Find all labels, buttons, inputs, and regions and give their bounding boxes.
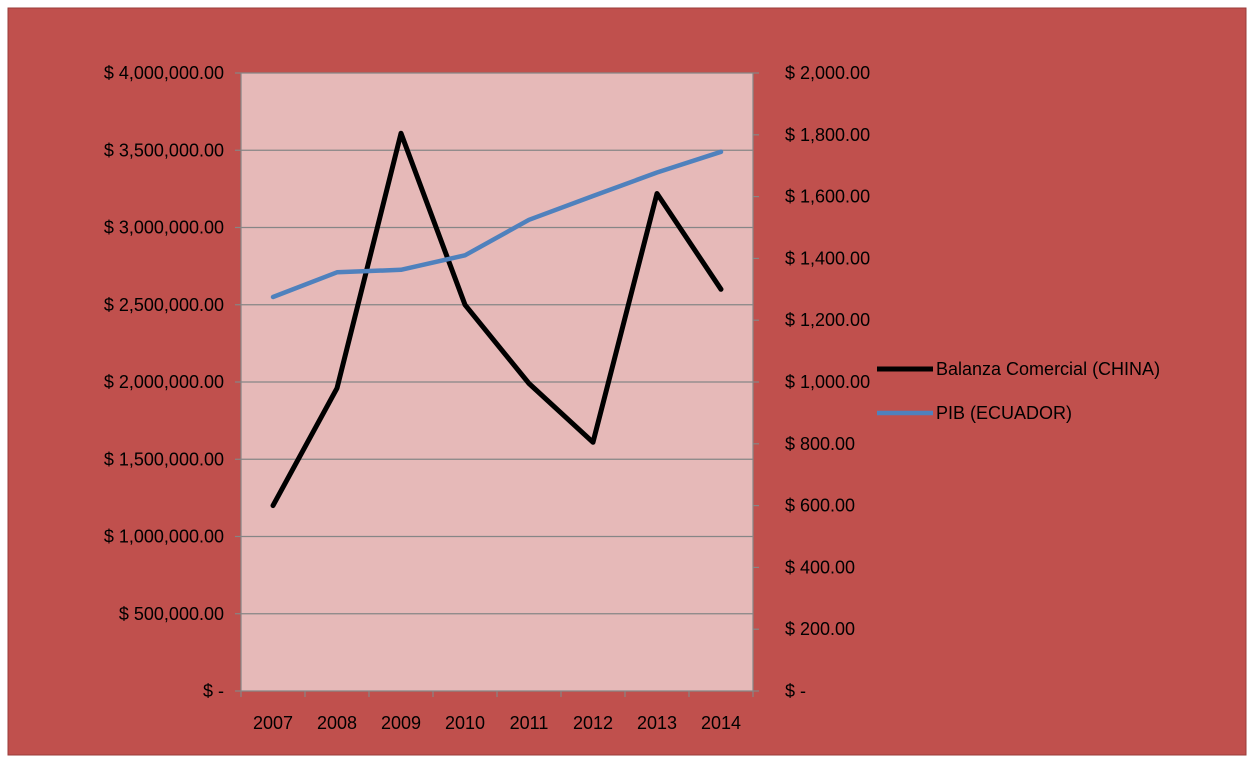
right-tick-label: $ 200.00 bbox=[785, 619, 855, 639]
right-tick-label: $ 1,000.00 bbox=[785, 372, 870, 392]
left-tick-label: $ - bbox=[203, 681, 224, 701]
right-tick-label: $ 1,400.00 bbox=[785, 248, 870, 268]
right-tick-label: $ 1,800.00 bbox=[785, 125, 870, 145]
right-tick-label: $ 600.00 bbox=[785, 496, 855, 516]
right-tick-label: $ 800.00 bbox=[785, 434, 855, 454]
left-tick-label: $ 500,000.00 bbox=[119, 604, 224, 624]
left-tick-label: $ 2,500,000.00 bbox=[104, 295, 224, 315]
x-tick-label: 2009 bbox=[381, 713, 421, 733]
legend: Balanza Comercial (CHINA) PIB (ECUADOR) bbox=[877, 359, 1160, 423]
right-tick-label: $ 2,000.00 bbox=[785, 63, 870, 83]
x-tick-label: 2007 bbox=[253, 713, 293, 733]
gridlines bbox=[241, 72, 753, 615]
left-tick-label: $ 1,000,000.00 bbox=[104, 527, 224, 547]
x-axis-tick-labels: 2007 2008 2009 2010 2011 2012 2013 2014 bbox=[253, 713, 741, 733]
x-tick-label: 2014 bbox=[701, 713, 741, 733]
left-tick-label: $ 3,500,000.00 bbox=[104, 140, 224, 160]
axes bbox=[235, 72, 759, 697]
left-tick-label: $ 3,000,000.00 bbox=[104, 218, 224, 238]
x-tick-label: 2008 bbox=[317, 713, 357, 733]
left-tick-label: $ 2,000,000.00 bbox=[104, 372, 224, 392]
x-tick-label: 2011 bbox=[510, 713, 549, 733]
series-line-pib-ecuador bbox=[270, 149, 724, 300]
left-tick-label: $ 4,000,000.00 bbox=[104, 63, 224, 83]
right-tick-label: $ 400.00 bbox=[785, 557, 855, 577]
right-tick-label: $ 1,600.00 bbox=[785, 187, 870, 207]
x-tick-label: 2010 bbox=[445, 713, 485, 733]
x-tick-label: 2013 bbox=[637, 713, 677, 733]
series-line-balanza-comercial bbox=[270, 130, 724, 509]
right-axis-tick-labels: $ - $ 200.00 $ 400.00 $ 600.00 $ 800.00 $ 1,0… bbox=[785, 63, 870, 701]
left-axis-tick-labels: $ - $ 500,000.00 $ 1,000,000.00 $ 1,500,000… bbox=[104, 63, 224, 701]
right-tick-label: $ 1,200.00 bbox=[785, 310, 870, 330]
x-tick-label: 2012 bbox=[573, 713, 613, 733]
right-tick-label: $ - bbox=[785, 681, 806, 701]
series-lines bbox=[270, 130, 724, 509]
legend-label: Balanza Comercial (CHINA) bbox=[936, 359, 1160, 379]
legend-label: PIB (ECUADOR) bbox=[936, 403, 1072, 423]
left-tick-label: $ 1,500,000.00 bbox=[104, 449, 224, 469]
